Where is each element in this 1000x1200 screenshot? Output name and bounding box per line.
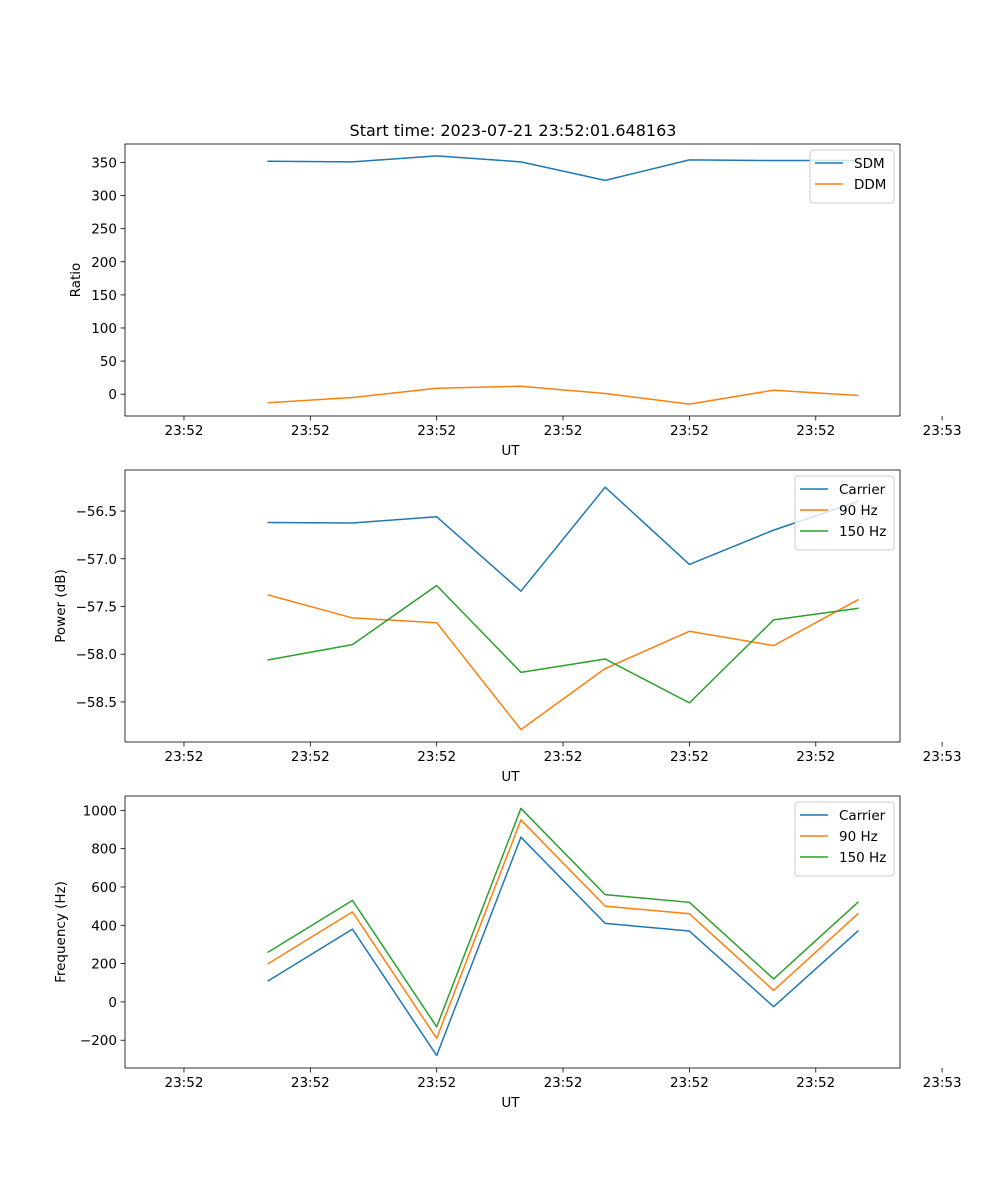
legend-label-ddm: DDM [854,177,886,193]
x-tick-label: 23:52 [165,423,204,439]
x-tick-label: 23:52 [165,749,204,765]
y-tick-label: −56.5 [76,504,117,520]
y-tick-label: −200 [80,1033,117,1049]
legend-label-90-hz: 90 Hz [839,829,878,845]
y-tick-label: 200 [91,957,117,973]
chart-panel-2: 23:52 23:52 23:52 23:52 23:52 23:52 23:53 −58.5… [53,469,962,785]
x-tick-label: 23:52 [796,749,835,765]
y-tick-label: −58.0 [76,647,117,663]
y-tick-label: −58.5 [76,695,117,711]
axes-frame [124,143,901,417]
legend-label-carrier: Carrier [839,482,886,498]
y-tick-label: 100 [91,321,117,337]
chart-panel-1: 23:52 23:52 23:52 23:52 23:52 23:52 23:53 0 50 10… [68,143,962,459]
series-line-carrier [267,836,859,1057]
series-line-ddm [267,385,859,405]
x-axis-label: UT [501,1095,520,1111]
x-tick-label: 23:53 [923,1075,962,1091]
x-tick-label: 23:52 [670,749,709,765]
x-tick-label: 23:52 [291,423,330,439]
x-tick-label: 23:52 [544,749,583,765]
x-tick-label: 23:53 [923,423,962,439]
x-tick-label: 23:52 [165,1075,204,1091]
y-tick-label: 300 [91,189,117,205]
y-tick-label: 0 [108,995,117,1011]
x-axis-label: UT [501,443,520,459]
y-tick-label: 0 [108,387,117,403]
legend-label-150-hz: 150 Hz [839,524,886,540]
legend: Carrier 90 Hz 150 Hz [794,475,895,551]
y-tick-label: 350 [91,156,117,172]
x-tick-label: 23:52 [796,1075,835,1091]
series-line-90-hz [267,594,859,731]
series-line-150-hz [267,807,859,1028]
series-line-90-hz [267,819,859,1040]
series-line-150-hz [267,584,859,704]
x-tick-label: 23:52 [291,749,330,765]
x-tick-label: 23:52 [670,423,709,439]
y-tick-label: 50 [100,354,117,370]
legend-label-sdm: SDM [854,156,885,172]
x-tick-label: 23:52 [544,423,583,439]
legend-label-carrier: Carrier [839,808,886,824]
legend: Carrier 90 Hz 150 Hz [794,801,895,877]
x-tick-label: 23:52 [417,1075,456,1091]
y-axis-label: Power (dB) [53,569,69,642]
y-tick-label: 150 [91,288,117,304]
y-tick-label: 250 [91,222,117,238]
y-tick-label: 400 [91,918,117,934]
chart-panel-3: 23:52 23:52 23:52 23:52 23:52 23:52 23:53 −200 0… [53,795,962,1111]
legend-label-90-hz: 90 Hz [839,503,878,519]
x-tick-label: 23:53 [923,749,962,765]
x-tick-label: 23:52 [417,423,456,439]
legend-label-150-hz: 150 Hz [839,850,886,866]
series-line-sdm [267,155,859,182]
y-axis-label: Ratio [68,263,84,298]
axes-frame [124,469,901,743]
y-tick-label: 800 [91,842,117,858]
y-axis-label: Frequency (Hz) [53,881,69,983]
y-tick-label: 200 [91,255,117,271]
figure-title: Start time: 2023-07-21 23:52:01.648163 [350,121,677,140]
axes-frame [124,795,901,1069]
y-tick-label: 600 [91,880,117,896]
y-tick-label: −57.0 [76,552,117,568]
y-tick-label: 1000 [83,803,117,819]
x-tick-label: 23:52 [417,749,456,765]
x-tick-label: 23:52 [544,1075,583,1091]
x-tick-label: 23:52 [291,1075,330,1091]
x-axis-label: UT [501,769,520,785]
legend: SDM DDM [809,149,895,204]
series-line-carrier [267,486,859,592]
y-tick-label: −57.5 [76,599,117,615]
x-tick-label: 23:52 [796,423,835,439]
x-tick-label: 23:52 [670,1075,709,1091]
